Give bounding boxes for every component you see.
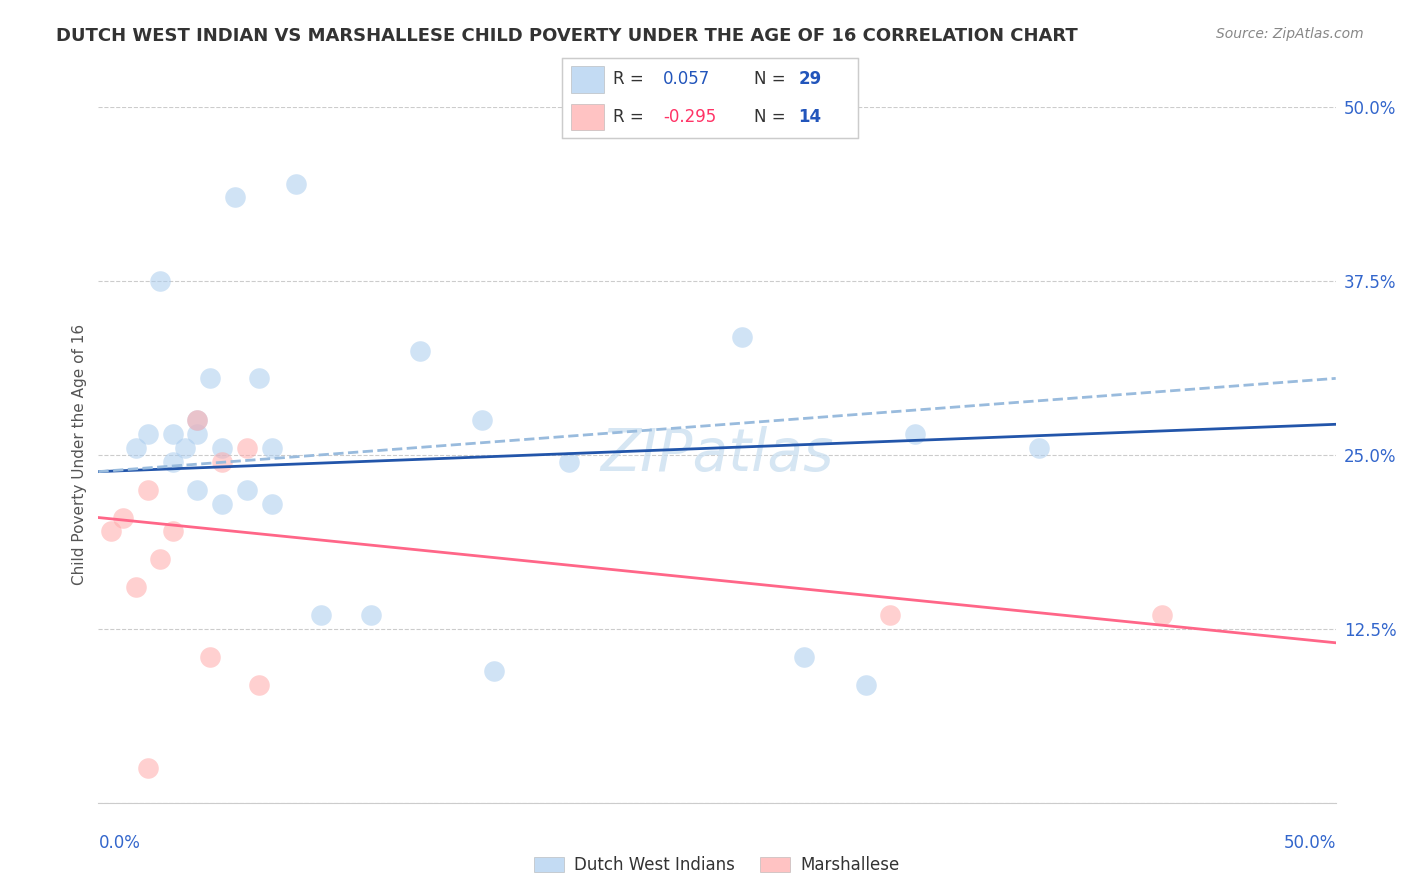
Point — [260, 497, 283, 511]
Point — [162, 524, 184, 539]
Point — [1028, 441, 1050, 455]
Point — [211, 441, 233, 455]
Text: 14: 14 — [799, 108, 821, 126]
Point — [186, 413, 208, 427]
Point — [198, 649, 221, 664]
FancyBboxPatch shape — [571, 103, 603, 130]
FancyBboxPatch shape — [571, 66, 603, 93]
Point — [409, 343, 432, 358]
Point — [186, 483, 208, 497]
Point — [471, 413, 494, 427]
Point — [793, 649, 815, 664]
Point — [247, 677, 270, 691]
Point — [149, 274, 172, 288]
Text: Source: ZipAtlas.com: Source: ZipAtlas.com — [1216, 27, 1364, 41]
Legend: Dutch West Indians, Marshallese: Dutch West Indians, Marshallese — [527, 849, 907, 880]
Point — [149, 552, 172, 566]
Point — [260, 441, 283, 455]
Point — [904, 427, 927, 442]
Text: ZIPatlas: ZIPatlas — [600, 426, 834, 483]
Text: 29: 29 — [799, 70, 823, 87]
Point — [1152, 607, 1174, 622]
Point — [186, 427, 208, 442]
Point — [211, 497, 233, 511]
Point — [247, 371, 270, 385]
Text: 0.057: 0.057 — [662, 70, 710, 87]
Point — [186, 413, 208, 427]
Point — [198, 371, 221, 385]
Point — [236, 441, 259, 455]
Point — [879, 607, 901, 622]
Point — [855, 677, 877, 691]
Point — [124, 441, 146, 455]
Point — [162, 455, 184, 469]
Y-axis label: Child Poverty Under the Age of 16: Child Poverty Under the Age of 16 — [72, 325, 87, 585]
Point — [360, 607, 382, 622]
Point — [236, 483, 259, 497]
Text: N =: N = — [754, 108, 786, 126]
Point — [162, 427, 184, 442]
Point — [484, 664, 506, 678]
Point — [124, 580, 146, 594]
Text: DUTCH WEST INDIAN VS MARSHALLESE CHILD POVERTY UNDER THE AGE OF 16 CORRELATION C: DUTCH WEST INDIAN VS MARSHALLESE CHILD P… — [56, 27, 1078, 45]
Point — [285, 177, 308, 191]
Point — [557, 455, 579, 469]
Text: 0.0%: 0.0% — [98, 834, 141, 852]
Point — [174, 441, 197, 455]
Point — [731, 329, 754, 343]
Text: N =: N = — [754, 70, 786, 87]
Point — [136, 427, 159, 442]
Point — [112, 510, 135, 524]
Text: R =: R = — [613, 70, 644, 87]
Point — [136, 761, 159, 775]
Text: -0.295: -0.295 — [662, 108, 716, 126]
Point — [100, 524, 122, 539]
Text: 50.0%: 50.0% — [1284, 834, 1336, 852]
Point — [211, 455, 233, 469]
Point — [224, 190, 246, 204]
Point — [136, 483, 159, 497]
Text: R =: R = — [613, 108, 644, 126]
Point — [309, 607, 332, 622]
